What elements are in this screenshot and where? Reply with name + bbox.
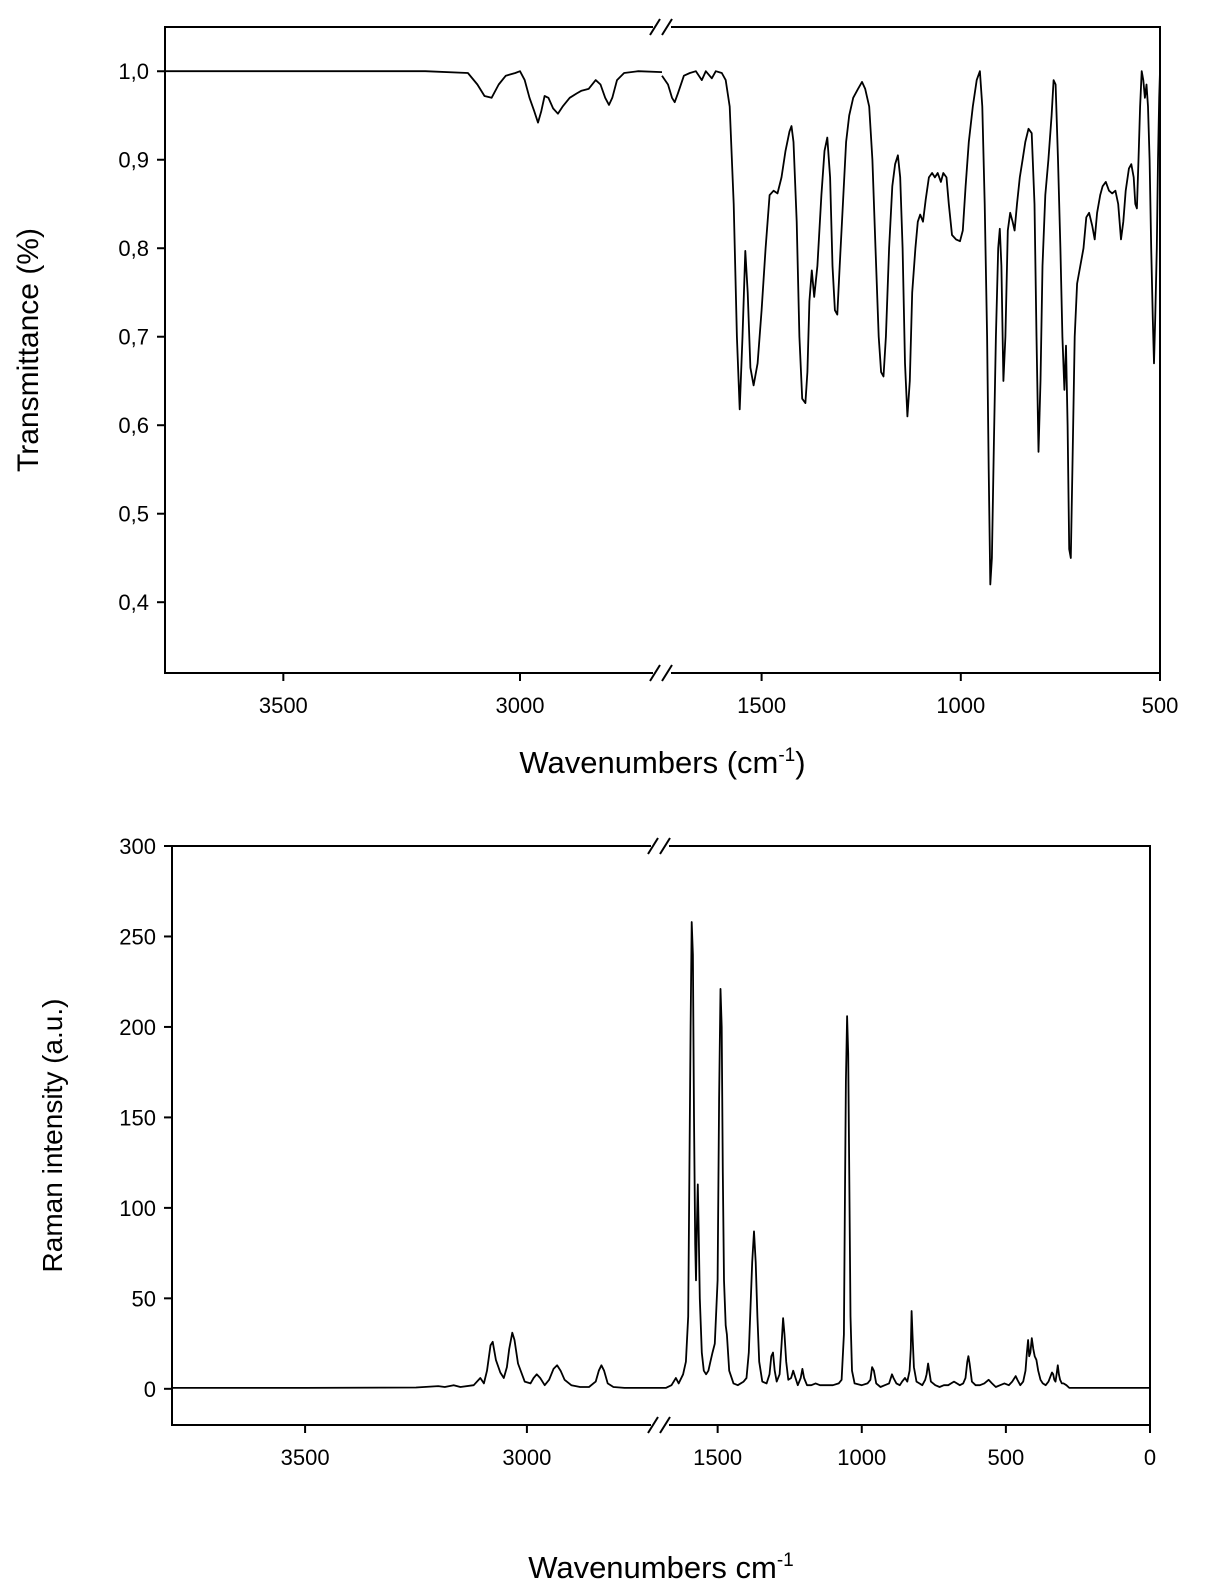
x-tick-label: 1000	[837, 1445, 886, 1470]
axis-break-mark	[661, 664, 673, 682]
x-tick-label: 3500	[281, 1445, 330, 1470]
y-tick-label: 250	[119, 924, 156, 949]
x-tick-label: 1500	[693, 1445, 742, 1470]
y-tick-label: 150	[119, 1105, 156, 1130]
spectrum-line-segment-1	[660, 921, 1150, 1389]
spectrum-line-segment-1	[661, 70, 1161, 586]
axis-break-mark	[647, 837, 659, 855]
axis-break-gap	[653, 669, 671, 677]
x-tick-label: 3000	[502, 1445, 551, 1470]
x-tick-label: 500	[988, 1445, 1025, 1470]
axis-break-mark	[659, 1416, 671, 1434]
y-tick-label: 1,0	[118, 59, 149, 84]
axis-break-mark	[647, 1416, 659, 1434]
axis-break-gap	[653, 23, 671, 31]
plot-frame	[164, 26, 1161, 674]
y-tick-label: 0,8	[118, 236, 149, 261]
spectrum-line-segment-0	[172, 1331, 660, 1389]
y-axis-title: Raman intensity (a.u.)	[37, 999, 68, 1273]
axis-break-mark	[661, 18, 673, 36]
raman-spectrum-chart: 3500 3000 1500 1000 500 0 0 50 100 150 200 250 300 Wa…	[37, 834, 1156, 1585]
plot-frame	[171, 845, 1151, 1426]
x-tick-label: 1500	[737, 693, 786, 718]
y-tick-label: 0,6	[118, 413, 149, 438]
x-tick-label: 3500	[259, 693, 308, 718]
axis-break-mark	[659, 837, 671, 855]
axis-break-gap	[651, 842, 669, 850]
y-tick-label: 200	[119, 1015, 156, 1040]
y-tick-label: 0,7	[118, 325, 149, 350]
y-tick-label: 0,5	[118, 502, 149, 527]
y-tick-label: 0	[144, 1377, 156, 1402]
axis-break-gap	[651, 1421, 669, 1429]
axis-break-mark	[649, 18, 661, 36]
y-tick-label: 0,4	[118, 590, 149, 615]
x-tick-label: 500	[1142, 693, 1179, 718]
x-axis-title: Wavenumbers cm-1	[528, 1550, 794, 1585]
x-tick-label: 3000	[496, 693, 545, 718]
x-tick-label: 0	[1144, 1445, 1156, 1470]
y-tick-label: 100	[119, 1196, 156, 1221]
x-axis-title: Wavenumbers (cm-1)	[519, 745, 805, 780]
y-tick-label: 50	[132, 1286, 156, 1311]
axis-break-mark	[649, 664, 661, 682]
y-axis-title: Transmittance (%)	[12, 228, 45, 472]
y-tick-label: 0,9	[118, 148, 149, 173]
spectrum-line-segment-0	[165, 70, 663, 124]
x-tick-label: 1000	[936, 693, 985, 718]
ir-spectrum-chart: 3500 3000 1500 1000 500 0,4 0,5 0,6 0,7 0,8 0,9 1,0…	[12, 18, 1179, 780]
y-tick-label: 300	[119, 834, 156, 859]
